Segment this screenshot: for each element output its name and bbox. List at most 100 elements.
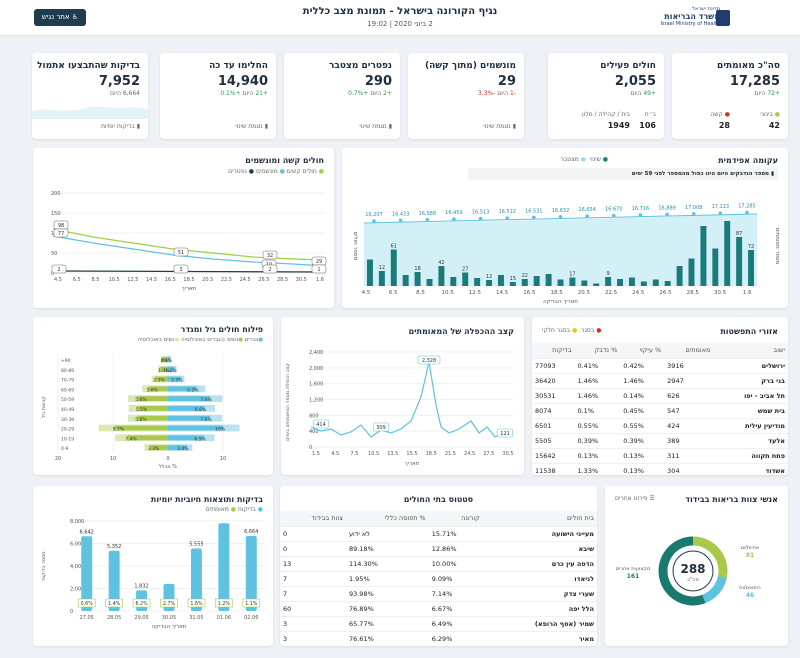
table-cell: 6.67% bbox=[428, 601, 483, 617]
value-marker bbox=[372, 422, 390, 432]
cumulative-label: 17,285 bbox=[738, 204, 756, 210]
change-bar bbox=[557, 279, 564, 286]
segment-label: מקצועות אחרים bbox=[616, 566, 651, 572]
x-tick-label: 8.5 bbox=[416, 290, 425, 296]
column-header[interactable]: % נדבק bbox=[574, 343, 621, 359]
men-value-label: 5.2% bbox=[187, 387, 199, 393]
table-row[interactable]: אלעד 389 0.39% 0.39% 5505 bbox=[532, 433, 788, 449]
doubling-chart: 2,400 2,000 1,600 1,200 800 400 0 414 309 2,328 12… bbox=[285, 350, 514, 467]
trend-link[interactable]: ▮ מגמת שינוי bbox=[359, 123, 392, 130]
table-row[interactable]: הדסה עין כרם 10.00% 114.30% 13 bbox=[280, 556, 597, 572]
value-label: 77 bbox=[58, 231, 64, 237]
men-bar bbox=[168, 415, 210, 421]
card-title: אנשי צוות בריאות בבידוד bbox=[685, 495, 778, 504]
emblem-icon bbox=[716, 10, 730, 26]
table-cell: 311 bbox=[664, 448, 714, 464]
segment-value: 81 bbox=[746, 552, 754, 559]
donut-center bbox=[672, 550, 714, 592]
bar-value-label: 17 bbox=[569, 272, 575, 278]
kpi-value: 14,940 bbox=[217, 74, 268, 89]
x-tick-label: 18.5 bbox=[426, 451, 437, 457]
column-header[interactable]: מאומתים bbox=[664, 343, 714, 359]
cumulative-point bbox=[745, 210, 749, 215]
kpi-confirmed-card[interactable]: סה"כ מאומתים 17,285 +72 היום ● בינוני 42… bbox=[672, 53, 788, 139]
table-row[interactable]: ירושלים 3916 0.42% 0.41% 77093 bbox=[532, 358, 788, 374]
table-cell: 76.89% bbox=[345, 601, 429, 617]
table-row[interactable]: בני ברק 2947 1.46% 1.46% 36420 bbox=[532, 373, 788, 389]
value-label: 3 bbox=[179, 267, 182, 273]
column-header[interactable]: ישוב bbox=[713, 343, 788, 359]
epi-legend[interactable]: ● שינוי ● מצטבר bbox=[560, 156, 608, 163]
table-row[interactable]: הלל יפה 6.67% 76.89% 60 bbox=[280, 601, 597, 617]
column-header[interactable]: בית חולים bbox=[482, 511, 597, 527]
table-cell: מאיר bbox=[482, 631, 597, 646]
table-cell: 6.49% bbox=[428, 616, 483, 632]
cumulative-label: 16,654 bbox=[578, 207, 596, 213]
severe-chart: 20015010050098775132291022134.56.58.510.… bbox=[51, 191, 327, 292]
x-tick-label: 27.05 bbox=[80, 615, 94, 621]
table-row[interactable]: מאיר 6.29% 76.61% 3 bbox=[280, 631, 597, 646]
positive-rate-label: 1.1% bbox=[245, 601, 258, 607]
kpi-ventilated-card[interactable]: מונשמים (מתוך קשה) 29 -1 היום -3.3% ▮ מג… bbox=[408, 53, 524, 139]
table-row[interactable]: לניאדו 9.09% 1.95% 7 bbox=[280, 571, 597, 587]
staff-details-link[interactable]: ☰ פירוט אחרים bbox=[615, 495, 655, 502]
men-bar bbox=[168, 386, 197, 392]
x-axis-label: תאריך bbox=[182, 286, 197, 292]
table-row[interactable]: שערי צדק 7.14% 93.98% 7 bbox=[280, 586, 597, 602]
table-row[interactable]: מודיעין עילית 424 0.55% 0.55% 6501 bbox=[532, 418, 788, 434]
card-title: פילוח חולים גיל ומגדר bbox=[180, 325, 263, 334]
table-row[interactable]: בית שמש 547 0.45% 0.1% 8074 bbox=[532, 403, 788, 419]
column-header[interactable]: צוות בבידוד bbox=[280, 511, 346, 527]
table-cell: 0.45% bbox=[620, 403, 665, 419]
x-tick-label: 7.5 bbox=[350, 451, 358, 457]
positive-rate-label: 2.7% bbox=[163, 601, 176, 607]
cumulative-point bbox=[372, 219, 376, 223]
table-row[interactable]: אשדוד 304 0.13% 1.33% 11538 bbox=[532, 463, 788, 475]
kpi-recovered-card[interactable]: החלימו עד כה 14,940 +21 היום +0.1% ▮ מגמ… bbox=[160, 53, 276, 139]
severe-legend[interactable]: ● חולים קשים ● מונשמים ● נפטרים bbox=[228, 168, 324, 175]
kpi-active-card[interactable]: חולים פעילים 2,055 +49 היום ב״ח 106 בית … bbox=[548, 53, 664, 139]
chart-icon: ▮ bbox=[770, 171, 774, 177]
change-bar bbox=[724, 221, 731, 286]
x-tick-label: 22.5 bbox=[605, 290, 618, 296]
kpi-tests-card[interactable]: בדיקות שהתבצעו אתמול 7,952 6,664 היום ▮ … bbox=[32, 53, 148, 139]
age-gender-card: פילוח חולים גיל ומגדר ●גברים ●נשים ●גברי… bbox=[33, 317, 273, 475]
column-header[interactable]: % עיקוי bbox=[620, 343, 665, 359]
table-cell: 0.13% bbox=[574, 448, 621, 464]
cumulative-point bbox=[398, 218, 403, 223]
table-cell: 15642 bbox=[532, 448, 575, 464]
men-bar bbox=[168, 425, 223, 431]
trend-link[interactable]: ▮ מגמת שינוי bbox=[483, 123, 516, 130]
trend-link[interactable]: ▮ מגמת שינוי bbox=[235, 123, 268, 130]
table-cell: 1.46% bbox=[620, 373, 665, 389]
x-tick-label: 4.5 bbox=[54, 277, 62, 283]
table-row[interactable]: מעייני הישועה 15.71% לא ידוע 0 bbox=[280, 526, 597, 542]
age-legend[interactable]: ●גברים ●נשים ●גברים באוכלוסיה ●נשים באוכ… bbox=[137, 337, 263, 343]
column-header[interactable]: קורונה bbox=[428, 511, 483, 527]
column-header[interactable]: % תפוסה כללי bbox=[345, 511, 429, 527]
kpi-deaths-card[interactable]: נפטרים מצטבר 290 +2 היום +0.7% ▮ מגמת שי… bbox=[284, 53, 400, 139]
accessibility-button[interactable]: ♿ אתר נגיש bbox=[34, 9, 86, 26]
change-bar bbox=[414, 272, 421, 286]
column-header[interactable]: בדיקות bbox=[532, 343, 575, 359]
table-row[interactable]: תל אביב - יפו 626 0.14% 1.46% 30531 bbox=[532, 388, 788, 404]
x-axis-label: תאריך bbox=[405, 461, 420, 467]
table-cell: 114.30% bbox=[345, 556, 429, 572]
change-bar bbox=[593, 283, 600, 286]
y-tick-label: 2,000 bbox=[309, 366, 323, 372]
table-cell: 0 bbox=[280, 526, 346, 542]
x-tick-label: 30.05 bbox=[162, 615, 176, 621]
table-cell: 0.13% bbox=[620, 448, 665, 464]
daily-tests-link[interactable]: ▮ בדיקות יומיות bbox=[100, 123, 140, 130]
table-row[interactable]: שמיר (אסף הרופא) 6.49% 65.77% 3 bbox=[280, 616, 597, 632]
change-bar bbox=[605, 277, 612, 286]
table-row[interactable]: פתח תקווה 311 0.13% 0.13% 15642 bbox=[532, 448, 788, 464]
tests-legend[interactable]: ● בדיקות ● מאומתים bbox=[205, 506, 263, 513]
table-cell: 3 bbox=[280, 631, 346, 646]
table-cell: 65.77% bbox=[345, 616, 429, 632]
value-label: 29 bbox=[316, 259, 322, 265]
change-bar bbox=[509, 282, 516, 286]
bar-value-label: 18 bbox=[414, 266, 420, 272]
table-row[interactable]: שיבא 12.86% 89.18% 0 bbox=[280, 541, 597, 557]
tests-bar bbox=[245, 536, 257, 611]
